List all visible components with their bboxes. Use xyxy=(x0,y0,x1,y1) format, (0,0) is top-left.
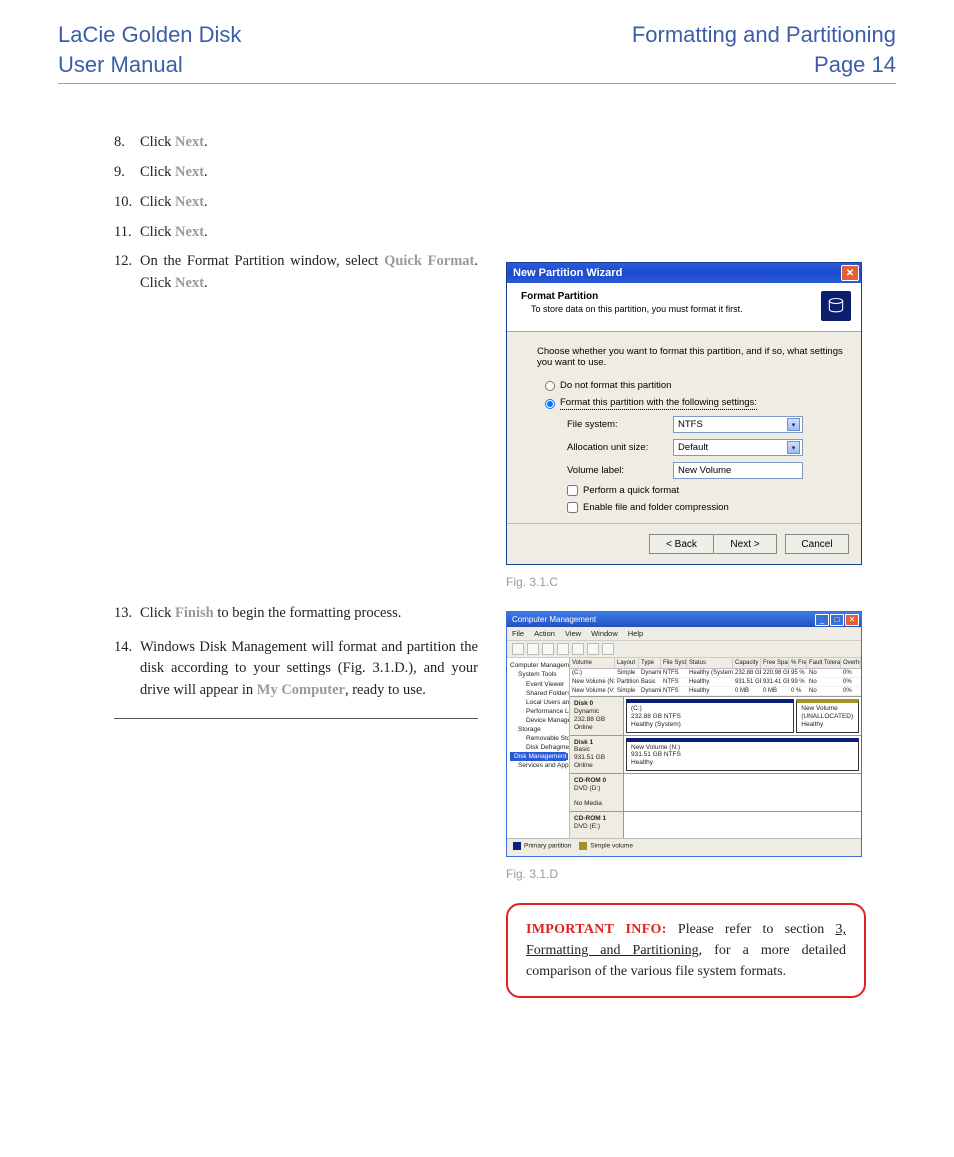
dm-menubar[interactable]: File Action View Window Help xyxy=(507,627,861,641)
partition[interactable]: New Volume (UNALLOCATED) Healthy xyxy=(796,699,859,732)
radio-no-format[interactable]: Do not format this partition xyxy=(537,380,843,391)
select-filesystem[interactable]: NTFS▾ xyxy=(673,416,803,433)
checkbox-compression[interactable]: Enable file and folder compression xyxy=(567,502,843,513)
wizard-head-sub: To store data on this partition, you mus… xyxy=(521,304,743,314)
doc-title: LaCie Golden Disk xyxy=(58,20,241,50)
partition[interactable]: (C:) 232.88 GB NTFS Healthy (System) xyxy=(626,699,794,732)
disk-0[interactable]: Disk 0Dynamic 232.88 GB Online (C:) 232.… xyxy=(570,696,861,734)
dm-tree[interactable]: Computer Management (Local)System ToolsE… xyxy=(507,658,570,838)
dm-titlebar[interactable]: Computer Management _ □ ✕ xyxy=(507,612,861,627)
checkbox-quick-format[interactable]: Perform a quick format xyxy=(567,485,843,496)
dm-disk-map: Disk 0Dynamic 232.88 GB Online (C:) 232.… xyxy=(570,696,861,838)
select-allocation[interactable]: Default▾ xyxy=(673,439,803,456)
section-title: Formatting and Partitioning xyxy=(632,20,896,50)
step-8: 8.Click Next. xyxy=(114,132,478,154)
header-left: LaCie Golden Disk User Manual xyxy=(58,20,241,79)
chevron-down-icon[interactable]: ▾ xyxy=(787,441,800,454)
steps-list-2: 13. Click Finish to begin the formatting… xyxy=(114,603,478,702)
menu-view[interactable]: View xyxy=(565,629,581,638)
tool-icon[interactable] xyxy=(572,643,584,655)
info-lead: IMPORTANT INFO: xyxy=(526,922,667,937)
step-12: 12.On the Format Partition window, selec… xyxy=(114,251,478,295)
chevron-down-icon[interactable]: ▾ xyxy=(787,418,800,431)
maximize-icon[interactable]: □ xyxy=(830,614,844,626)
disk-1[interactable]: Disk 1Basic 931.51 GB Online New Volume … xyxy=(570,735,861,773)
header-right: Formatting and Partitioning Page 14 xyxy=(632,20,896,79)
wizard-buttons: < Back Next > Cancel xyxy=(507,523,861,564)
dm-toolbar[interactable] xyxy=(507,641,861,658)
radio-input[interactable] xyxy=(545,399,555,409)
dm-grid-rows: (C:)SimpleDynamicNTFSHealthy (System)232… xyxy=(570,669,861,696)
content-row: 8.Click Next. 9.Click Next. 10.Click Nex… xyxy=(58,132,896,998)
step-10: 10.Click Next. xyxy=(114,192,478,214)
close-icon[interactable]: ✕ xyxy=(841,265,859,281)
cancel-button[interactable]: Cancel xyxy=(785,534,849,554)
checkbox-input[interactable] xyxy=(567,502,578,513)
figure-caption-c: Fig. 3.1.C xyxy=(506,575,866,589)
radio-input[interactable] xyxy=(545,381,555,391)
section-rule xyxy=(114,718,478,719)
menu-action[interactable]: Action xyxy=(534,629,555,638)
menu-help[interactable]: Help xyxy=(628,629,643,638)
tool-icon[interactable] xyxy=(512,643,524,655)
menu-file[interactable]: File xyxy=(512,629,524,638)
wizard-titlebar[interactable]: New Partition Wizard ✕ xyxy=(507,263,861,283)
tool-icon[interactable] xyxy=(542,643,554,655)
back-button[interactable]: < Back xyxy=(649,534,713,554)
dm-right-pane: VolumeLayoutTypeFile SystemStatusCapacit… xyxy=(570,658,861,838)
menu-window[interactable]: Window xyxy=(591,629,618,638)
minimize-icon[interactable]: _ xyxy=(815,614,829,626)
wizard-body: Choose whether you want to format this p… xyxy=(507,332,861,523)
dm-main: Computer Management (Local)System ToolsE… xyxy=(507,658,861,838)
figure-caption-d: Fig. 3.1.D xyxy=(506,867,866,881)
doc-subtitle: User Manual xyxy=(58,50,241,80)
tool-icon[interactable] xyxy=(557,643,569,655)
cdrom-0[interactable]: CD-ROM 0DVD (D:) No Media xyxy=(570,773,861,811)
input-volume-label[interactable]: New Volume xyxy=(673,462,803,479)
steps-list: 8.Click Next. 9.Click Next. 10.Click Nex… xyxy=(114,132,478,295)
partition[interactable]: New Volume (N:) 931.51 GB NTFS Healthy xyxy=(626,738,859,771)
page-header: LaCie Golden Disk User Manual Formatting… xyxy=(58,20,896,84)
tool-icon[interactable] xyxy=(587,643,599,655)
label-filesystem: File system: xyxy=(567,419,673,430)
step-11: 11.Click Next. xyxy=(114,222,478,244)
wizard-header: Format Partition To store data on this p… xyxy=(507,283,861,332)
tool-icon[interactable] xyxy=(527,643,539,655)
wizard-title: New Partition Wizard xyxy=(513,267,622,279)
radio-format[interactable]: Format this partition with the following… xyxy=(537,397,843,410)
dm-grid-header: VolumeLayoutTypeFile SystemStatusCapacit… xyxy=(570,658,861,669)
checkbox-input[interactable] xyxy=(567,485,578,496)
disk-management-window: Computer Management _ □ ✕ File Action Vi… xyxy=(506,611,862,857)
dm-title: Computer Management xyxy=(512,615,596,624)
step-9: 9.Click Next. xyxy=(114,162,478,184)
tool-icon[interactable] xyxy=(602,643,614,655)
wizard-window: New Partition Wizard ✕ Format Partition … xyxy=(506,262,862,565)
label-allocation: Allocation unit size: xyxy=(567,442,673,453)
next-button[interactable]: Next > xyxy=(713,534,777,554)
disk-icon xyxy=(821,291,851,321)
important-info-box: IMPORTANT INFO: Please refer to section … xyxy=(506,903,866,998)
wizard-intro: Choose whether you want to format this p… xyxy=(537,346,843,368)
dm-legend: Primary partition Simple volume xyxy=(507,838,861,852)
cdrom-1[interactable]: CD-ROM 1DVD (E:) No Media xyxy=(570,811,861,838)
right-column: New Partition Wizard ✕ Format Partition … xyxy=(506,132,866,998)
left-column: 8.Click Next. 9.Click Next. 10.Click Nex… xyxy=(58,132,478,998)
wizard-head-title: Format Partition xyxy=(521,291,743,302)
format-settings: File system: NTFS▾ Allocation unit size:… xyxy=(537,416,843,513)
step-13: 13. Click Finish to begin the formatting… xyxy=(114,603,478,625)
label-volume: Volume label: xyxy=(567,465,673,476)
close-icon[interactable]: ✕ xyxy=(845,614,859,626)
page-number: Page 14 xyxy=(632,50,896,80)
step-14: 14.Windows Disk Management will format a… xyxy=(114,637,478,702)
